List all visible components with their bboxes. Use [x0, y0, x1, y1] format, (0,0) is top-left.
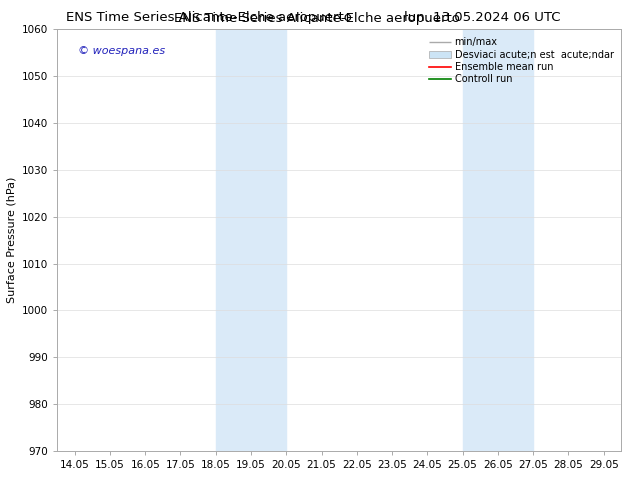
Bar [216, 29, 287, 451]
Title: ENS Time Series Alicante-Elche aeropuerto        lun. 13.05.2024 06 UTC: ENS Time Series Alicante-Elche aeropuert… [0, 489, 1, 490]
Bar [463, 29, 533, 451]
Y-axis label: Surface Pressure (hPa): Surface Pressure (hPa) [6, 177, 16, 303]
Text: ENS Time Series Alicante-Elche aeropuerto: ENS Time Series Alicante-Elche aeropuert… [174, 12, 460, 25]
Legend: min/max, Desviaci acute;n est  acute;ndar, Ensemble mean run, Controll run: min/max, Desviaci acute;n est acute;ndar… [426, 34, 616, 87]
Text: © woespana.es: © woespana.es [78, 46, 165, 56]
Text: ENS Time Series Alicante-Elche aeropuerto: ENS Time Series Alicante-Elche aeropuert… [67, 11, 352, 24]
Text: lun. 13.05.2024 06 UTC: lun. 13.05.2024 06 UTC [404, 11, 560, 24]
